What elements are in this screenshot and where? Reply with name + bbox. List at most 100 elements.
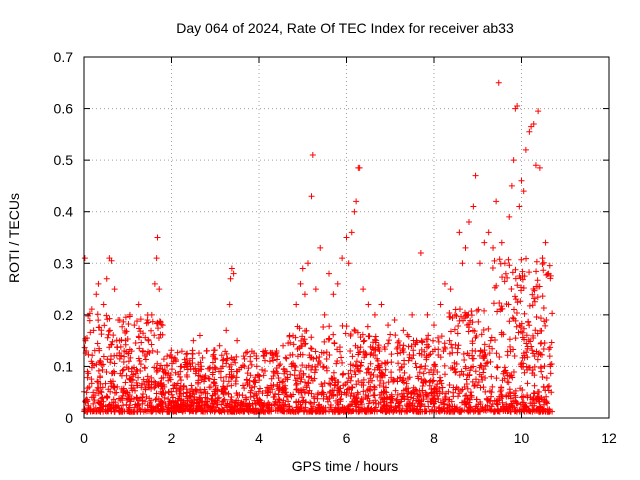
data-point (528, 343, 535, 350)
data-point (233, 400, 240, 407)
data-point (522, 146, 529, 153)
data-point (362, 394, 369, 401)
data-point (292, 408, 299, 415)
data-point (213, 404, 220, 411)
data-point (504, 352, 511, 359)
data-point (464, 385, 471, 392)
data-point (501, 375, 508, 382)
data-point (138, 339, 145, 346)
data-point (437, 377, 444, 384)
y-tick-label: 0.3 (54, 255, 74, 271)
data-point (341, 389, 348, 396)
data-point (403, 380, 410, 387)
data-point (512, 296, 519, 303)
data-point (434, 368, 441, 375)
data-point (378, 301, 385, 308)
data-point (339, 359, 346, 366)
data-point (446, 381, 453, 388)
data-point (176, 395, 183, 402)
data-point (347, 348, 354, 355)
data-point (284, 376, 291, 383)
data-point (104, 334, 111, 341)
data-point (275, 375, 282, 382)
data-point (356, 164, 363, 171)
data-point (416, 397, 423, 404)
data-point (100, 361, 107, 368)
data-point (282, 382, 289, 389)
data-point (102, 403, 109, 410)
data-point (245, 365, 252, 372)
data-point (246, 377, 253, 384)
data-point (95, 378, 102, 385)
data-point (351, 326, 358, 333)
data-point (482, 406, 489, 413)
data-point (307, 399, 314, 406)
y-axis-label: ROTI / TECUs (6, 193, 22, 283)
data-point (405, 396, 412, 403)
data-point (449, 344, 456, 351)
data-point (116, 355, 123, 362)
data-point (96, 345, 103, 352)
data-point (299, 351, 306, 358)
data-point (193, 388, 200, 395)
data-point (299, 399, 306, 406)
data-point (142, 356, 149, 363)
data-point (468, 364, 475, 371)
data-point (177, 382, 184, 389)
data-point (236, 391, 243, 398)
data-point (374, 355, 381, 362)
data-point (461, 407, 468, 414)
data-point (203, 407, 210, 414)
data-point (234, 368, 241, 375)
data-point (536, 388, 543, 395)
data-point (100, 353, 107, 360)
data-point (348, 384, 355, 391)
data-point (88, 364, 95, 371)
data-point (549, 310, 556, 317)
data-point (129, 373, 136, 380)
data-point (429, 348, 436, 355)
data-point (111, 360, 118, 367)
data-point (485, 229, 492, 236)
data-point (498, 329, 505, 336)
data-point (305, 260, 311, 267)
data-point (533, 268, 540, 275)
data-points (81, 79, 556, 415)
data-point (461, 357, 468, 364)
data-point (178, 377, 185, 384)
data-point (168, 402, 175, 409)
data-point (542, 239, 549, 246)
data-point (108, 370, 115, 377)
data-point (499, 305, 506, 312)
data-point (429, 395, 436, 402)
data-point (534, 294, 541, 301)
data-point (183, 363, 190, 370)
data-point (534, 407, 541, 414)
data-point (524, 392, 531, 399)
data-point (398, 390, 405, 397)
data-point (334, 384, 341, 391)
data-point (159, 331, 166, 338)
data-point (201, 401, 208, 408)
data-point (487, 337, 494, 344)
data-point (542, 322, 549, 329)
data-point (337, 395, 344, 402)
data-point (212, 356, 219, 363)
data-point (480, 327, 487, 334)
data-point (496, 353, 503, 360)
data-point (193, 400, 200, 407)
data-point (98, 389, 105, 396)
data-point (357, 334, 364, 341)
data-point (369, 377, 376, 384)
data-point (466, 399, 473, 406)
data-point (364, 323, 371, 330)
data-point (223, 360, 230, 367)
data-point (539, 260, 546, 267)
data-point (133, 318, 140, 325)
data-point (441, 371, 448, 378)
data-point (540, 346, 547, 353)
data-point (326, 270, 332, 277)
data-point (94, 311, 101, 318)
data-point (531, 298, 538, 305)
data-point (271, 393, 278, 400)
